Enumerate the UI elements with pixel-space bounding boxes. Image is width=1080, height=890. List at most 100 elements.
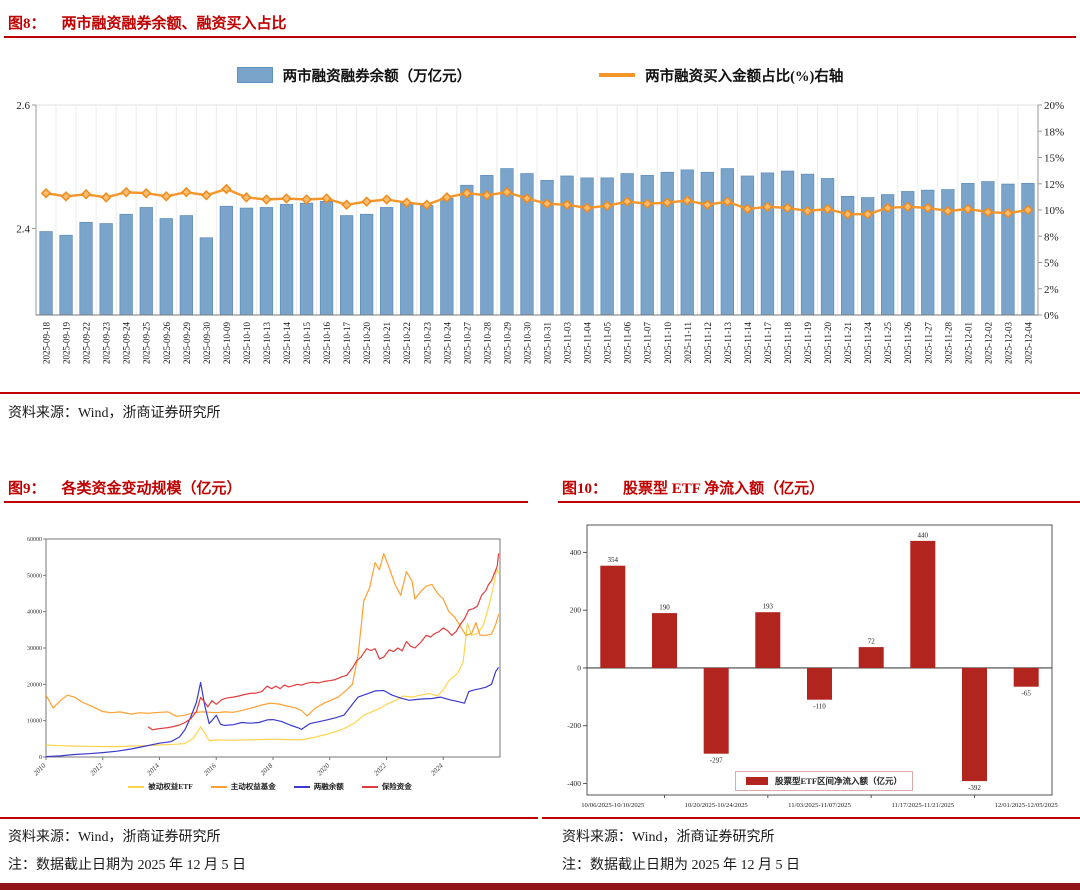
fig8-date-label: 2025-11-06 xyxy=(623,322,633,364)
fig8-date-label: 2025-11-19 xyxy=(803,322,813,364)
fig8-bar xyxy=(780,170,795,316)
fig8-line-marker xyxy=(601,200,613,212)
fig10-y-tick: 200 xyxy=(570,606,582,615)
fig8-line-marker xyxy=(922,202,934,214)
fig8-line-marker xyxy=(461,187,473,199)
fig10-legend-label: 股票型ETF区间净流入额（亿元） xyxy=(775,776,903,786)
fig9-y-tick: 10000 xyxy=(27,719,42,725)
fig8-date-label: 2025-12-02 xyxy=(983,322,993,364)
fig8-bar xyxy=(379,207,394,316)
fig9-svg: 0 10000 20000 30000 40000 50000 60000 2010 2012 2… xyxy=(27,537,501,777)
fig8-line-marker xyxy=(60,191,72,202)
fig9-title-text: 各类资金变动规模（亿元） xyxy=(61,481,242,497)
fig9-x-tick: 2014 xyxy=(145,761,161,777)
fig8-line-marker xyxy=(842,208,853,220)
fig10-bar xyxy=(755,612,781,668)
fig9-x-tick: 2022 xyxy=(372,761,388,777)
fig8-line-marker xyxy=(802,205,813,217)
fig8-line-marker xyxy=(481,190,493,201)
fig10-x-tick: 12/01/2025-12/05/2025 xyxy=(995,802,1059,809)
fig10-note: 注：数据截止日期为 2025 年 12 月 5 日 xyxy=(562,858,800,873)
fig8-line-marker xyxy=(521,193,533,204)
fig8-bar xyxy=(319,201,334,316)
fig10-bar xyxy=(600,565,626,668)
fig8-title-rule xyxy=(4,36,1076,38)
fig8-date-label: 2025-11-05 xyxy=(603,322,613,364)
fig8-title: 图8： 两市融资融券余额、融资买入占比 xyxy=(8,12,287,33)
fig8-line-marker xyxy=(561,199,573,211)
fig8-date-label: 2025-11-18 xyxy=(783,322,793,364)
fig8-line-marker xyxy=(822,203,833,215)
fig9-y-tick: 30000 xyxy=(27,646,42,652)
fig9-legend-label: 两融余额 xyxy=(313,782,344,791)
fig8-date-label: 2025-10-23 xyxy=(422,322,432,364)
fig8-date-label: 2025-11-12 xyxy=(703,322,713,364)
fig8-right-tick: 15% xyxy=(1044,153,1064,165)
fig8-date-label: 2025-10-22 xyxy=(402,322,412,364)
fig8-line-marker xyxy=(982,206,994,218)
fig8-line-marker xyxy=(40,187,52,199)
fig8-date-label: 2025-10-20 xyxy=(362,322,372,364)
fig8-date-label: 2025-10-10 xyxy=(242,322,252,364)
fig8-date-label: 2025-11-04 xyxy=(583,322,593,364)
fig8-bar xyxy=(199,237,214,316)
fig10-x-tick: 10/20/2025-10/24/2025 xyxy=(685,802,749,809)
fig8-legend: 两市融资融券余额（万亿元） 两市融资买入金额占比(%)右轴 xyxy=(0,62,1080,88)
fig8-bar xyxy=(460,184,474,316)
fig9-y-tick: 20000 xyxy=(27,682,42,688)
fig8-right-tick: 20% xyxy=(1044,100,1064,112)
fig10-title-rule xyxy=(558,501,1080,503)
fig9-series-line xyxy=(45,552,500,717)
fig8-line-marker xyxy=(641,198,653,209)
fig9-y-tick: 50000 xyxy=(27,573,42,579)
fig8-bar xyxy=(760,172,775,316)
fig8-axes: 2.6 2.4 20% 18% 15% 12% 10% 8% 5% 2% 0% xyxy=(16,100,1064,322)
fig8-date-label: 2025-10-17 xyxy=(342,322,352,364)
fig8-date-label: 2025-11-28 xyxy=(943,322,953,364)
fig10-x-tick: 10/06/2025-10/10/2025 xyxy=(581,802,645,809)
fig8-date-label: 2025-10-29 xyxy=(502,322,512,364)
fig8-bar xyxy=(820,178,835,316)
fig8-line-marker xyxy=(261,194,272,205)
fig9-y-tick: 0 xyxy=(39,755,42,761)
fig10-bar-value: 440 xyxy=(918,531,929,539)
fig8-date-label: 2025-11-26 xyxy=(903,322,913,364)
fig8-line-series xyxy=(40,183,1034,220)
fig9-legend-item: 主动权益基金 xyxy=(210,781,276,792)
fig8-line-marker xyxy=(962,203,974,215)
fig8-bar xyxy=(981,181,995,316)
fig9-x-tick: 2018 xyxy=(259,761,275,777)
fig8-bar xyxy=(720,168,734,316)
fig8-date-label: 2025-09-29 xyxy=(182,322,192,364)
fig8-date-label: 2025-10-27 xyxy=(462,322,472,364)
fig8-bar xyxy=(560,175,574,316)
fig8-date-label: 2025-09-19 xyxy=(62,322,72,364)
fig10-bar-value: -65 xyxy=(1022,690,1032,698)
fig9-legend: 被动权益ETF 主动权益基金 两融余额 保险资金 xyxy=(25,781,515,792)
fig8-line-marker xyxy=(241,192,252,203)
fig10-legend: 股票型ETF区间净流入额（亿元） xyxy=(735,771,914,791)
fig9-x-tick: 2016 xyxy=(202,761,218,777)
fig8-date-label: 2025-10-16 xyxy=(322,322,332,364)
fig8-bar xyxy=(440,197,454,316)
fig8-bar xyxy=(59,234,73,316)
fig8-line-marker xyxy=(682,195,693,206)
fig8-line-marker xyxy=(942,205,954,217)
fig8-bar xyxy=(800,173,815,316)
fig8-bar xyxy=(600,177,614,316)
fig8-date-label: 2025-10-13 xyxy=(262,322,272,364)
etf-bar-swatch xyxy=(746,777,768,785)
fig8-line-marker xyxy=(201,190,212,201)
series-swatch xyxy=(293,785,310,788)
fig9-legend-label: 保险资金 xyxy=(381,782,412,791)
fig8-line-marker xyxy=(762,201,773,213)
fig10-x-tick: 11/17/2025-11/21/2025 xyxy=(891,802,954,809)
fig10-bar-value: -392 xyxy=(968,784,981,792)
fig8-line-marker xyxy=(501,186,513,198)
fig8-right-tick: 2% xyxy=(1044,284,1059,296)
fig8-date-label: 2025-10-31 xyxy=(543,322,553,364)
fig8-line-marker xyxy=(902,201,914,213)
fig10-title: 图10： 股票型 ETF 净流入额（亿元） xyxy=(562,477,824,498)
fig8-bar xyxy=(580,177,594,316)
